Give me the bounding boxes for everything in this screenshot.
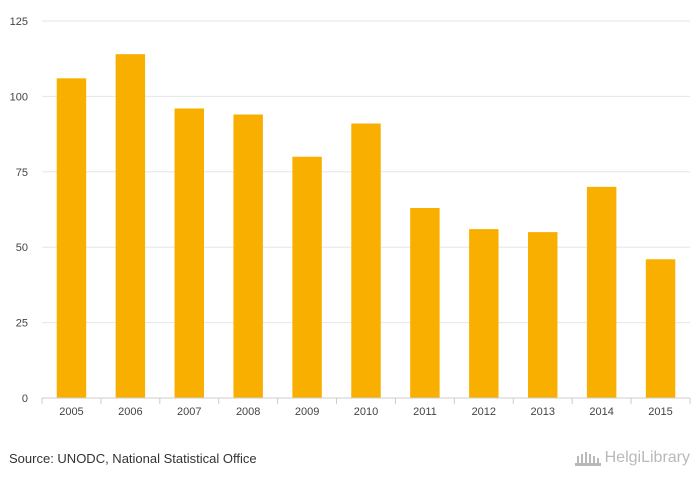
x-tick-label: 2006 xyxy=(118,406,142,418)
y-tick-label: 75 xyxy=(16,167,28,179)
bars xyxy=(56,54,676,399)
bar-2015[interactable] xyxy=(645,259,676,398)
bar-2014[interactable] xyxy=(586,186,617,398)
bar-2011[interactable] xyxy=(410,207,440,398)
y-tick-label: 0 xyxy=(22,393,28,405)
y-tick-label: 50 xyxy=(16,242,28,254)
y-tick-label: 25 xyxy=(16,318,28,330)
x-tick-label: 2010 xyxy=(354,406,378,418)
bar-2005[interactable] xyxy=(56,78,87,398)
x-tick-label: 2005 xyxy=(59,406,83,418)
source-note: Source: UNODC, National Statistical Offi… xyxy=(9,451,257,466)
helgi-library-logo[interactable]: HelgiLibrary xyxy=(574,449,690,467)
bar-2006[interactable] xyxy=(115,54,146,399)
x-axis-ticks: 2005 2006 2007 2008 2009 2010 2011 2012 2013 2014… xyxy=(41,398,691,418)
y-tick-label: 125 xyxy=(10,16,28,28)
x-tick-label: 2008 xyxy=(236,406,260,418)
x-tick-label: 2011 xyxy=(413,406,437,418)
x-tick-label: 2009 xyxy=(295,406,319,418)
x-tick-label: 2013 xyxy=(530,406,554,418)
y-axis-ticks: 0 25 50 75 100 125 xyxy=(10,16,28,405)
bar-2010[interactable] xyxy=(351,123,381,398)
logo-text: HelgiLibrary xyxy=(604,449,690,466)
bar-2007[interactable] xyxy=(174,108,204,399)
bar-2009[interactable] xyxy=(292,156,322,398)
y-tick-label: 100 xyxy=(10,91,28,103)
x-tick-label: 2012 xyxy=(472,406,496,418)
x-tick-label: 2014 xyxy=(589,406,613,418)
x-tick-label: 2015 xyxy=(648,406,672,418)
bar-2008[interactable] xyxy=(233,114,263,398)
bar-2013[interactable] xyxy=(528,232,558,398)
x-tick-label: 2007 xyxy=(177,406,201,418)
bar-2012[interactable] xyxy=(469,229,499,398)
building-icon xyxy=(574,450,601,466)
